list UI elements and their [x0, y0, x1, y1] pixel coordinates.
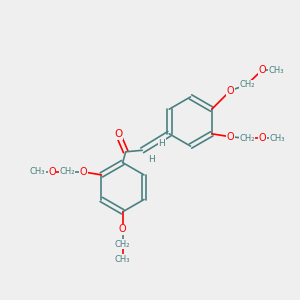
Text: CH₂: CH₂ [239, 80, 255, 89]
Text: O: O [80, 167, 87, 177]
Text: CH₃: CH₃ [30, 167, 45, 176]
Text: CH₃: CH₃ [268, 66, 284, 75]
Text: O: O [48, 167, 56, 177]
Text: O: O [119, 254, 127, 264]
Text: H: H [148, 155, 154, 164]
Text: H: H [158, 139, 165, 148]
Text: CH₃: CH₃ [115, 255, 130, 264]
Text: CH₃: CH₃ [270, 134, 285, 143]
Text: O: O [226, 132, 234, 142]
Text: O: O [114, 129, 122, 140]
Text: CH₂: CH₂ [239, 134, 255, 143]
Text: O: O [259, 133, 266, 143]
Text: CH₂: CH₂ [115, 240, 130, 249]
Text: O: O [226, 85, 234, 96]
Text: O: O [119, 224, 127, 234]
Text: CH₂: CH₂ [59, 167, 75, 176]
Text: O: O [258, 65, 266, 75]
